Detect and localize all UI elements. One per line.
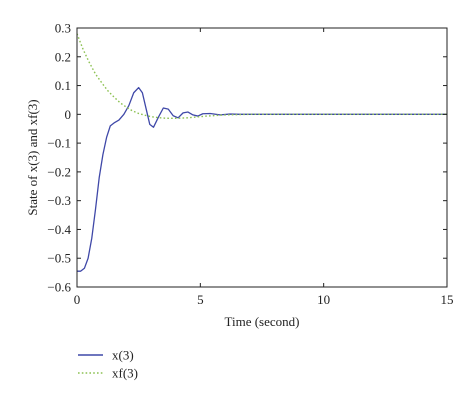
legend-label-1: xf(3) [112, 366, 138, 381]
y-tick-label: −0.2 [47, 164, 71, 179]
y-tick-label: 0 [65, 107, 72, 122]
y-tick-label: −0.6 [47, 280, 71, 295]
legend-label-0: x(3) [112, 348, 134, 363]
y-tick-label: 0.2 [55, 49, 71, 64]
x-axis-ticks: 0 5 10 15 [74, 28, 454, 307]
y-tick-label: 0.1 [55, 78, 71, 93]
y-tick-label: −0.3 [47, 193, 71, 208]
series-line-1 [76, 33, 447, 120]
legend: x(3) xf(3) [78, 348, 138, 381]
y-tick-label: −0.4 [47, 222, 71, 237]
series-line-0 [77, 86, 447, 272]
x-tick-label: 0 [74, 292, 81, 307]
x-tick-label: 15 [441, 292, 454, 307]
y-tick-label: −0.5 [47, 251, 71, 266]
y-axis-ticks: 0.3 0.2 0.1 0 −0.1 −0.2 −0.3 −0.4 −0.5 −0.6 [47, 21, 447, 295]
y-axis-label: State of x(3) and xf(3) [25, 99, 40, 215]
y-tick-label: −0.1 [47, 136, 71, 151]
x-tick-label: 10 [317, 292, 330, 307]
x-tick-label: 5 [197, 292, 204, 307]
x-axis-label: Time (second) [225, 314, 300, 329]
plot-frame [76, 27, 448, 288]
y-tick-label: 0.3 [55, 21, 71, 36]
series-layer [76, 33, 447, 272]
